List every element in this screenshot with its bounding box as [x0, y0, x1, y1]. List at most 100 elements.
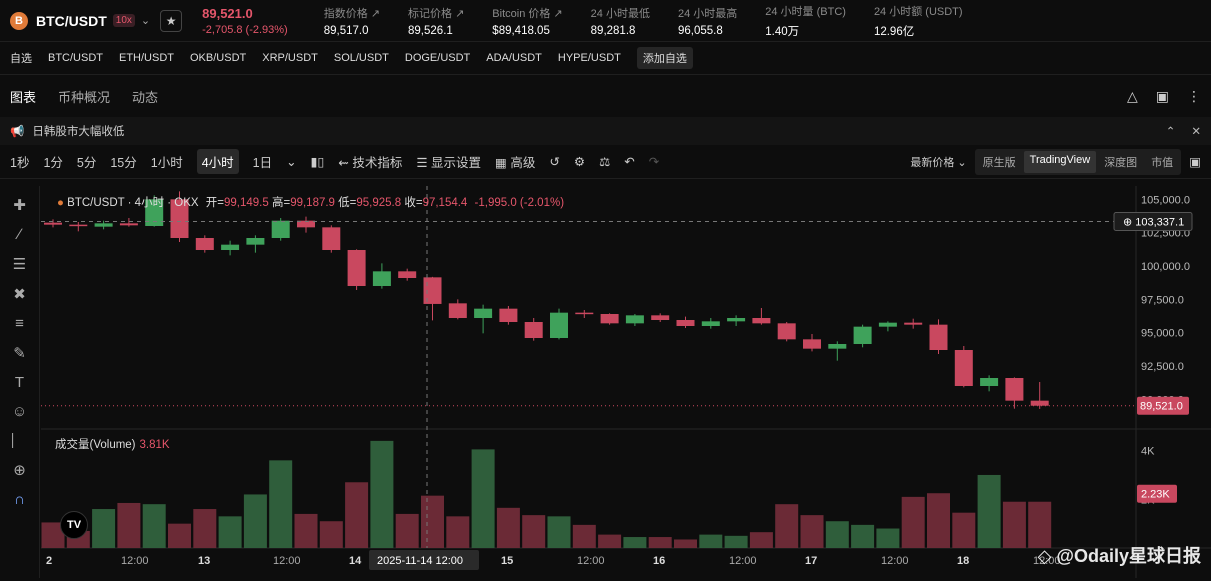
candle-body — [727, 318, 746, 322]
watchlist-item[interactable]: XRP/USDT — [262, 52, 318, 64]
volume-value: 3.81K — [139, 439, 170, 451]
view-depth[interactable]: 深度图 — [1104, 156, 1138, 169]
favorite-star-button[interactable]: ★ — [160, 9, 183, 32]
watchlist-item[interactable]: ADA/USDT — [486, 52, 542, 64]
last-price-tag: 89,521.0 — [1140, 401, 1183, 413]
volume-bar — [1002, 501, 1026, 548]
brush-icon[interactable]: ✎ — [13, 345, 26, 362]
price-tick: 92,500.0 — [1141, 361, 1184, 373]
scale-icon[interactable]: ⚖ — [599, 155, 611, 169]
ruler-icon[interactable]: ⎸ — [11, 432, 27, 449]
legend-open-label: 开= — [205, 197, 224, 209]
legend-title: BTC/USDT · 4小时 · OKX — [67, 197, 199, 209]
price-mode-select[interactable]: 最新价格 ⌄ — [910, 156, 967, 169]
tab-chart[interactable]: 图表 — [10, 89, 37, 105]
volume-bar — [41, 522, 65, 548]
ticker-bar: B BTC/USDT 10x ⌄ ★ 89,521.0 -2,705.8 (-2… — [0, 0, 1211, 42]
close-icon[interactable]: ✕ — [1191, 126, 1201, 138]
watchlist-item[interactable]: SOL/USDT — [333, 52, 389, 64]
window-icon[interactable]: ▣ — [1155, 87, 1169, 104]
pair-title[interactable]: BTC/USDT — [36, 12, 107, 29]
candle-body — [195, 238, 214, 250]
price-tick: 95,000.0 — [1141, 328, 1184, 340]
news-controls: ⌃ ✕ — [1166, 124, 1201, 138]
candle-body — [777, 323, 796, 340]
volume-bar — [496, 507, 520, 548]
interval-4h[interactable]: 4小时 — [196, 149, 239, 174]
toolbar-right: 最新价格 ⌄ 原生版 TradingView 深度图 市值 ▣ — [910, 148, 1201, 175]
candle-body — [398, 271, 417, 278]
add-alert-icon[interactable]: △ — [1126, 87, 1138, 104]
tab-feed[interactable]: 动态 — [132, 89, 159, 105]
more-vertical-icon[interactable]: ⋮ — [1187, 87, 1201, 104]
volume-bar — [269, 460, 293, 548]
candle-body — [145, 199, 164, 226]
trendline-icon[interactable]: ∕ — [18, 226, 21, 243]
volume-bar — [749, 532, 773, 548]
interval-1s[interactable]: 1秒 — [10, 156, 30, 170]
undo-icon[interactable]: ↶ — [624, 155, 635, 169]
watchlist-title[interactable]: 自选 — [10, 53, 32, 65]
tab-overview[interactable]: 币种概况 — [58, 89, 111, 105]
fib-icon[interactable]: ≡ — [15, 315, 24, 332]
watchlist-item[interactable]: HYPE/USDT — [557, 52, 621, 64]
redo-icon[interactable]: ↷ — [648, 155, 660, 169]
replay-icon[interactable]: ↺ — [549, 155, 560, 169]
volume-label: 成交量(Volume) — [55, 439, 136, 451]
legend-high: 99,187.9 — [290, 197, 335, 209]
view-native[interactable]: 原生版 — [982, 156, 1016, 169]
crosshair-icon[interactable]: ✚ — [13, 197, 26, 214]
interval-15m[interactable]: 15分 — [110, 156, 137, 170]
chevron-down-icon[interactable]: ⌄ — [140, 15, 151, 27]
candle-body — [600, 314, 619, 324]
interval-1h[interactable]: 1小时 — [150, 156, 183, 170]
advanced-button[interactable]: ▦ 高级 — [495, 152, 535, 171]
chart-canvas[interactable]: 105,000.0 102,500.0 100,000.0 97,500.0 95,00… — [41, 186, 1211, 581]
volume-bar — [522, 515, 546, 548]
news-text[interactable]: 日韩股市大幅收低 — [32, 126, 125, 138]
volume-tag-bg — [1137, 484, 1177, 503]
advanced-label: 高级 — [510, 156, 536, 170]
price-tick: 100,000.0 — [1141, 261, 1190, 273]
text-tool-icon[interactable]: T — [14, 374, 25, 391]
candle-type-icon[interactable]: ▮▯ — [310, 155, 325, 169]
watchlist-item[interactable]: BTC/USDT — [48, 52, 103, 64]
time-tick: 18 — [957, 555, 969, 567]
stats-group: 指数价格 ↗ 89,517.0 标记价格 ↗ 89,526.1 Bitcoin 价格 ↗… — [324, 3, 991, 39]
chart-svg[interactable]: 105,000.0102,500.0100,000.097,500.095,00… — [41, 186, 1211, 578]
add-watchlist-button[interactable]: 添加自选 — [636, 47, 693, 69]
legend-low-label: 低= — [338, 197, 357, 209]
emoji-icon[interactable]: ☺ — [11, 403, 28, 420]
volume-bar — [598, 534, 622, 548]
volume-bar — [851, 524, 875, 548]
time-tick: 15 — [501, 555, 513, 567]
watchlist-item[interactable]: DOGE/USDT — [404, 52, 471, 64]
watchlist-item[interactable]: OKB/USDT — [190, 52, 247, 64]
chevron-down-icon[interactable]: ⌄ — [286, 155, 297, 169]
fullscreen-icon[interactable]: ▣ — [1189, 155, 1201, 169]
interval-5m[interactable]: 5分 — [76, 156, 97, 170]
pattern-icon[interactable]: ✖ — [13, 286, 26, 303]
candle-body — [372, 271, 391, 286]
gear-icon[interactable]: ⚙ — [573, 155, 586, 169]
interval-1d[interactable]: 1日 — [252, 156, 273, 170]
hlines-icon[interactable]: ☰ — [12, 256, 27, 273]
stat-item: 24 小时最低 89,281.8 — [591, 5, 650, 37]
candle-body — [954, 350, 973, 386]
chart-area[interactable]: ✚ ∕ ☰ ✖ ≡ ✎ T ☺ ⎸ ⊕ ∩ 105,000.0 102,500.0… — [0, 186, 1211, 578]
zoom-in-icon[interactable]: ⊕ — [13, 462, 26, 479]
magnet-icon[interactable]: ∩ — [14, 491, 25, 508]
volume-bar — [92, 509, 116, 548]
candle-body — [246, 238, 265, 245]
legend-change: -1,995.0 (-2.01%) — [474, 197, 565, 209]
view-tradingview[interactable]: TradingView — [1023, 150, 1097, 173]
time-tick: 12:00 — [273, 555, 301, 567]
display-settings-button[interactable]: ☰ 显示设置 — [416, 152, 481, 171]
leverage-badge: 10x — [112, 14, 135, 27]
indicators-button[interactable]: ⇜ 技术指标 — [338, 152, 402, 171]
chevron-up-icon[interactable]: ⌃ — [1165, 126, 1176, 138]
stat-label: 24 小时最高 — [677, 7, 738, 20]
watchlist-item[interactable]: ETH/USDT — [119, 52, 174, 64]
view-marketcap[interactable]: 市值 — [1151, 156, 1174, 169]
interval-1m[interactable]: 1分 — [43, 156, 63, 170]
